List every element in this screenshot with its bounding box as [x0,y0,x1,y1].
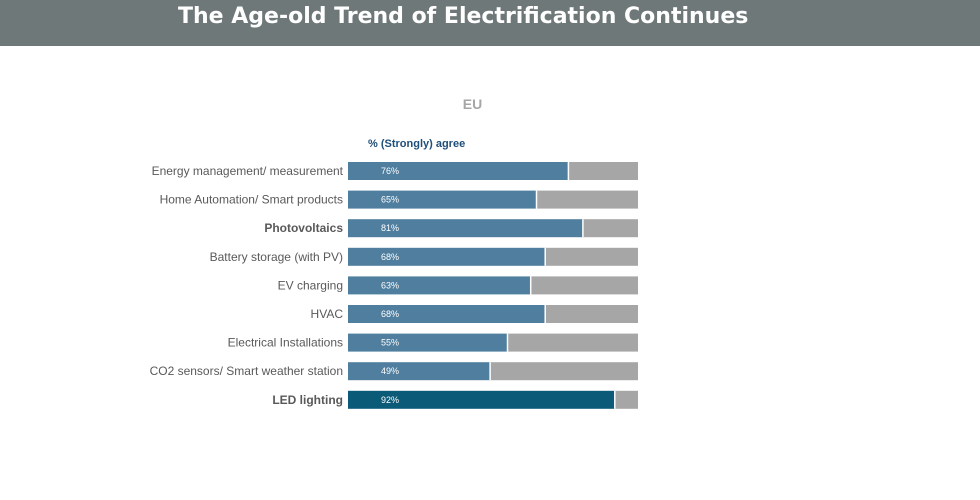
data-label: 65% [381,195,399,205]
bar-remainder [545,305,638,323]
category-label: Electrical Installations [228,336,343,350]
chart-subtitle: % (Strongly) agree [368,138,466,150]
bar-group: 81% Photovoltaics [264,219,638,238]
chart-title: EU [462,96,483,112]
bar-remainder [507,333,638,352]
data-label: 55% [381,338,399,348]
header-bar: The Age-old Trend of Electrification Con… [0,0,980,46]
bar-remainder [490,362,638,381]
data-label: 76% [381,166,399,176]
bar-remainder [545,247,638,266]
category-label: EV charging [278,278,343,292]
bar-group: 49% CO2 sensors/ Smart weather station [150,362,638,381]
bar-remainder [530,276,638,295]
bar-group: 68% Battery storage (with PV) [210,247,638,266]
bar-agree [348,247,546,266]
data-label: 68% [381,309,399,319]
data-label: 81% [381,223,399,233]
bar-agree [348,333,508,352]
bar-agree [348,276,531,295]
data-label: 68% [381,252,399,262]
bar-remainder [582,219,638,238]
bar-agree [348,162,569,180]
page-title: The Age-old Trend of Electrification Con… [178,4,749,29]
category-label: Photovoltaics [264,221,343,235]
data-label: 92% [381,395,399,405]
category-label: LED lighting [272,393,343,407]
bar-group: 92% LED lighting [272,390,638,409]
bar-remainder [536,190,638,209]
category-label: HVAC [311,307,344,321]
bar-group: 65% Home Automation/ Smart products [160,190,638,209]
bar-agree [348,190,537,209]
category-label: Home Automation/ Smart products [160,193,343,207]
category-label: CO2 sensors/ Smart weather station [150,364,343,378]
category-label: Battery storage (with PV) [210,250,343,264]
bar-agree [348,362,491,381]
bar-group: 55% Electrical Installations [228,333,638,352]
bar-group: 76% Energy management/ measurement [152,162,638,180]
bar-remainder [568,162,638,180]
category-label: Energy management/ measurement [152,164,344,178]
bar-remainder [614,390,638,409]
bar-agree [348,219,583,238]
bar-agree [348,305,546,323]
bar-group: 63% EV charging [278,276,638,295]
data-label: 63% [381,280,399,290]
bar-agree [348,390,615,409]
bar-group: 68% HVAC [311,305,638,323]
data-label: 49% [381,366,399,376]
